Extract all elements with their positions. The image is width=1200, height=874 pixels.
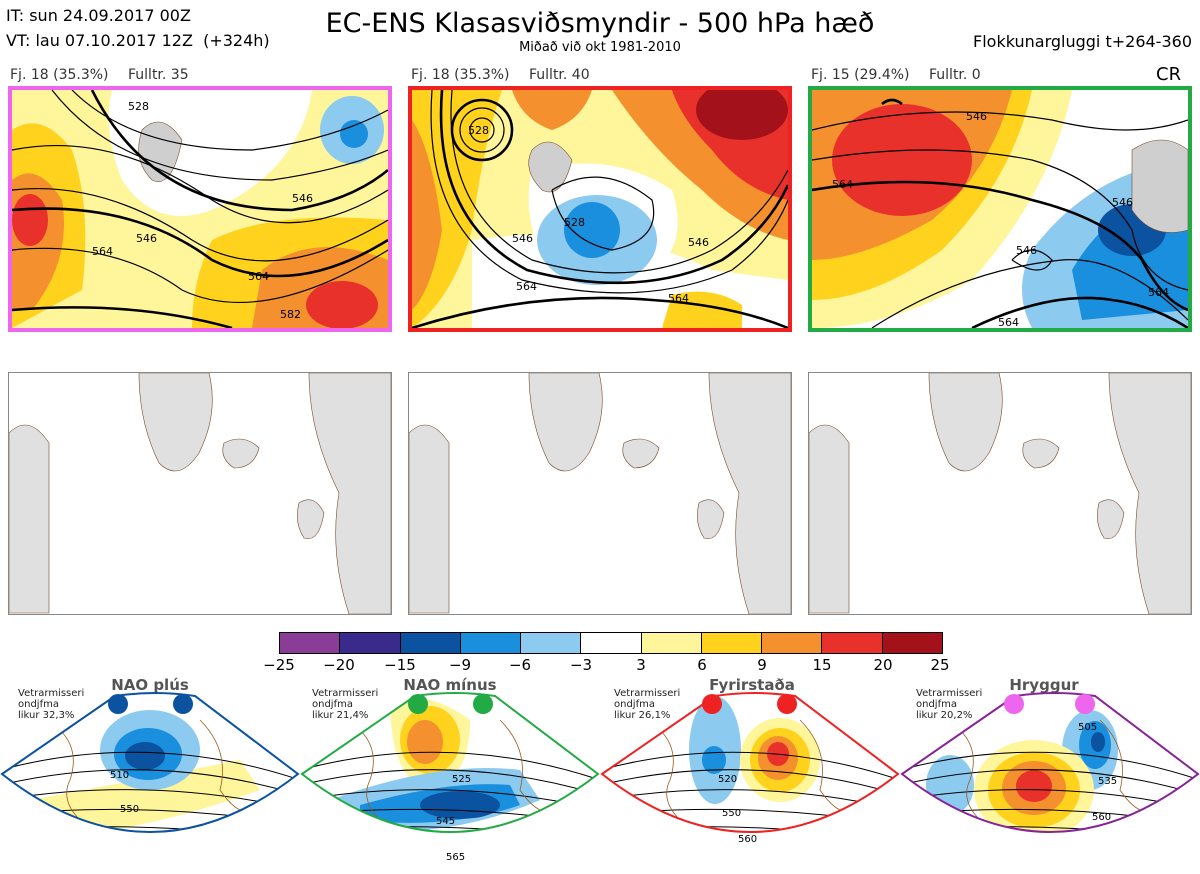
colorbar-swatch <box>761 633 822 653</box>
colorbar-tick: −20 <box>323 656 355 674</box>
regime-4-title: Hryggur <box>1009 676 1079 694</box>
colorbar-tick: −15 <box>384 656 416 674</box>
empty-map-3 <box>808 372 1192 615</box>
cluster-2-map: 528 528 546 546 564 564 <box>408 86 792 332</box>
cluster-1-contour-label: 546 <box>136 232 157 245</box>
colorbar-swatch <box>640 633 701 653</box>
cluster-3-contour-label: 564 <box>998 316 1019 328</box>
colorbar-tick: −6 <box>508 656 532 674</box>
cluster-3-contour-label: 564 <box>1148 286 1169 299</box>
empty-map-2 <box>408 372 792 615</box>
regime-1-note: Vetrarmisseri ondjfma likur 32,3% <box>18 688 85 721</box>
cluster-1-contour-label: 564 <box>248 270 269 283</box>
colorbar-tick: 20 <box>873 656 893 674</box>
cluster-1-contour-label: 546 <box>292 192 313 205</box>
init-time: IT: sun 24.09.2017 00Z <box>6 6 191 25</box>
cluster-3-count: Fj. 15 (29.4%) <box>811 67 910 83</box>
cluster-1-contour-label: 582 <box>280 308 301 321</box>
cluster-2-contour-label: 528 <box>468 124 489 137</box>
colorbar-tick: −9 <box>448 656 472 674</box>
colorbar-swatch <box>399 633 460 653</box>
cluster-2-contour-label: 546 <box>512 232 533 245</box>
cluster-1-contour-label: 564 <box>92 245 113 258</box>
regime-4-map: 505 535 560 <box>900 690 1200 870</box>
page-title: EC-ENS Klasasviðsmyndir - 500 hPa hæð <box>325 8 875 39</box>
colorbar-swatch <box>580 633 641 653</box>
colorbar-tick: −25 <box>263 656 295 674</box>
colorbar-tick: 15 <box>812 656 832 674</box>
colorbar-tick: 3 <box>636 656 646 674</box>
cluster-3-representative: Fulltr. 0 <box>929 67 981 83</box>
colorbar-swatch <box>700 633 762 653</box>
regime-3-contour-label: 560 <box>738 834 757 845</box>
cluster-1-map: 528 546 546 564 564 582 <box>8 86 392 332</box>
regime-4-note: Vetrarmisseri ondjfma likur 20,2% <box>916 688 983 721</box>
regime-3-map: 520 550 560 <box>600 690 900 870</box>
regime-4-contour-label: 560 <box>1092 812 1111 823</box>
regime-1-map: 510 550 <box>0 690 300 870</box>
regime-2-note: Vetrarmisseri ondjfma likur 21,4% <box>312 688 379 721</box>
regime-1-title: NAO plús <box>111 676 189 694</box>
cluster-2-contour-label: 564 <box>668 292 689 305</box>
regime-1-contour-label: 510 <box>110 770 129 781</box>
cluster-3-contour-label: 546 <box>1112 196 1133 209</box>
regime-2-contour-label: 565 <box>446 852 465 863</box>
cluster-2-count: Fj. 18 (35.3%) <box>411 67 510 83</box>
cluster-1-contour-label: 528 <box>128 100 149 113</box>
regime-3-note: Vetrarmisseri ondjfma likur 26,1% <box>614 688 681 721</box>
colorbar-swatch <box>459 633 521 653</box>
colorbar-swatch <box>280 633 340 653</box>
regime-4-contour-label: 505 <box>1078 722 1097 733</box>
classification-window: Flokkunargluggi t+264-360 <box>973 32 1192 51</box>
colorbar-swatch <box>339 633 400 653</box>
regime-4-contour-label: 535 <box>1098 776 1117 787</box>
regime-2-map: 525 545 565 <box>300 690 600 870</box>
regime-1-contour-label: 550 <box>120 804 139 815</box>
regime-2-title: NAO mínus <box>403 676 497 694</box>
regime-2-contour-label: 525 <box>452 774 471 785</box>
colorbar-swatch <box>821 633 882 653</box>
cluster-2-contour-label: 564 <box>516 280 537 293</box>
regime-3-contour-label: 520 <box>718 774 737 785</box>
cr-label: CR <box>1156 64 1182 85</box>
colorbar-swatch <box>520 633 581 653</box>
regime-3-contour-label: 550 <box>722 808 741 819</box>
cluster-1-representative: Fulltr. 35 <box>128 67 189 83</box>
cluster-3-contour-label: 546 <box>966 110 987 123</box>
colorbar-tick: 25 <box>930 656 950 674</box>
cluster-3-contour-label: 546 <box>1016 244 1037 257</box>
cluster-1-count: Fj. 18 (35.3%) <box>10 67 109 83</box>
colorbar-tick: 6 <box>697 656 707 674</box>
regime-3-title: Fyrirstaða <box>709 676 795 694</box>
colorbar <box>279 632 943 654</box>
colorbar-tick: −3 <box>569 656 593 674</box>
cluster-2-contour-label: 528 <box>564 216 585 229</box>
regime-2-contour-label: 545 <box>436 816 455 827</box>
colorbar-tick: 9 <box>757 656 767 674</box>
valid-time: VT: lau 07.10.2017 12Z (+324h) <box>6 31 270 50</box>
cluster-3-map: 546 546 564 546 564 564 <box>808 86 1192 332</box>
cluster-2-representative: Fulltr. 40 <box>529 67 590 83</box>
cluster-3-contour-label: 564 <box>832 178 853 191</box>
empty-map-1 <box>8 372 392 615</box>
page-subtitle: Miðað við okt 1981-2010 <box>519 40 681 55</box>
cluster-2-contour-label: 546 <box>688 236 709 249</box>
colorbar-swatch <box>881 633 942 653</box>
